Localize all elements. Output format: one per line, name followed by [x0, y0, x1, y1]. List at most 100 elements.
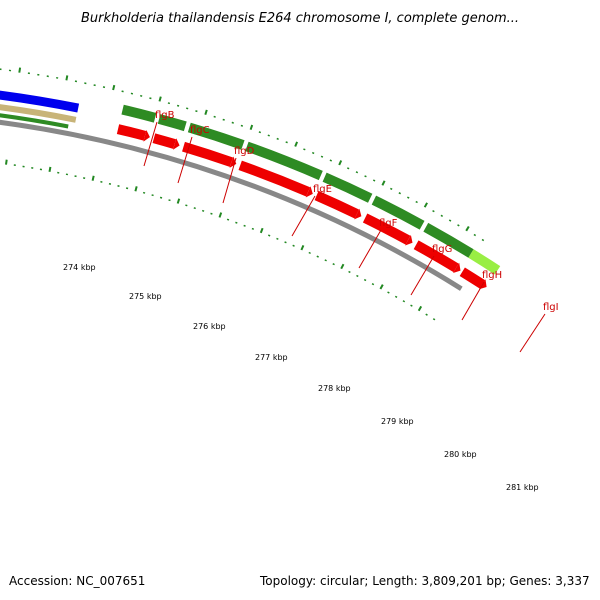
green-cds: [423, 222, 474, 258]
inner-tick-ring: [5, 159, 436, 321]
outer-tick: [329, 159, 333, 162]
scale-label: 277 kbp: [255, 353, 288, 362]
inner-tick: [210, 212, 213, 215]
gene-leader-line: [358, 229, 382, 269]
inner-tick: [235, 221, 238, 224]
outer-tick: [204, 109, 208, 115]
inner-tick: [387, 291, 390, 294]
outer-tick: [457, 224, 460, 227]
inner-tick: [340, 263, 345, 270]
gene-label-flgG: flgG: [432, 244, 452, 255]
inner-tick: [292, 244, 295, 247]
inner-tick: [410, 304, 413, 307]
outer-tick: [346, 167, 350, 170]
outer-tick: [372, 179, 376, 182]
outer-tick: [407, 196, 410, 199]
red-cds-arrowhead: [143, 130, 150, 142]
inner-tick: [226, 218, 230, 221]
scale-label: 281 kbp: [506, 483, 539, 492]
inner-tick: [324, 259, 327, 262]
feature-green-thin: [0, 113, 69, 129]
outer-tick: [381, 180, 386, 186]
gene-labels: flgB flgC flgD flgE flgF flgG flgH flgI: [143, 110, 559, 353]
inner-tick: [308, 251, 311, 255]
outer-tick: [258, 131, 262, 134]
red-cds: [459, 267, 486, 289]
inner-tick: [363, 278, 367, 282]
inner-tick: [91, 175, 95, 181]
inner-tick: [371, 283, 375, 286]
red-cds-arrowhead: [305, 186, 313, 198]
gene-label-flgD: flgD: [234, 146, 255, 157]
outer-tick: [432, 210, 435, 213]
red-cds-arrowhead: [354, 208, 362, 220]
inner-tick: [379, 284, 384, 290]
red-cds-arrowhead: [173, 138, 180, 150]
outer-tick: [448, 219, 452, 222]
inner-tick: [201, 209, 205, 212]
outer-tick: [112, 84, 116, 91]
outer-tick: [481, 238, 485, 242]
inner-tick: [432, 318, 436, 321]
inner-tick: [300, 245, 305, 251]
red-cds: [238, 160, 311, 197]
red-cds: [413, 240, 459, 273]
accession-text: Accession: NC_007651: [9, 574, 146, 588]
green-cds: [371, 195, 425, 230]
outer-tick: [285, 141, 288, 144]
outer-tick: [423, 202, 428, 208]
scale-label: 280 kbp: [444, 450, 477, 459]
outer-tick: [440, 214, 444, 218]
inner-tick: [284, 241, 287, 244]
scale-label: 276 kbp: [193, 322, 226, 331]
outer-tick: [338, 160, 343, 166]
lightgreen-cds: [468, 249, 501, 275]
feature-tracks: [0, 90, 501, 291]
gene-label-flgE: flgE: [313, 184, 332, 195]
gene-leader-line: [143, 121, 158, 167]
outer-tick: [276, 137, 279, 140]
inner-tick: [356, 274, 359, 278]
feature-blue: [0, 90, 80, 113]
outer-tick: [303, 148, 306, 151]
red-cds-arrowhead: [453, 262, 461, 273]
inner-tick: [5, 159, 8, 165]
outer-tick: [311, 151, 315, 155]
inner-tick: [348, 270, 351, 274]
inner-tick: [316, 255, 319, 258]
gene-label-flgF: flgF: [379, 218, 398, 229]
inner-tick: [193, 207, 196, 210]
inner-tick: [267, 234, 271, 237]
inner-tick: [218, 212, 223, 218]
gene-label-flgH: flgH: [482, 270, 502, 281]
outer-tick: [231, 121, 234, 124]
inner-tick: [243, 224, 246, 227]
inner-tick: [394, 295, 398, 298]
inner-tick: [176, 198, 181, 204]
outer-tick: [364, 175, 367, 178]
gene-leader-line: [461, 281, 485, 321]
inner-tick: [402, 300, 406, 303]
red-cds: [314, 190, 359, 219]
green-cds: [245, 141, 323, 181]
red-cds: [116, 124, 147, 141]
inner-tick: [276, 237, 279, 240]
outer-tick: [355, 171, 359, 174]
feature-tan: [0, 104, 77, 123]
outer-tick: [158, 96, 162, 102]
green-cds: [157, 114, 187, 132]
red-cds-arrowhead: [405, 235, 413, 246]
outer-tick: [240, 124, 244, 127]
outer-tick: [390, 187, 393, 191]
inner-tick: [251, 227, 255, 230]
inner-tick: [159, 196, 163, 199]
red-cds-arrowhead: [229, 156, 237, 168]
backbone-line: [0, 119, 463, 291]
outer-tick: [294, 141, 299, 147]
scale-label: 275 kbp: [129, 292, 162, 301]
outer-tick: [267, 134, 270, 137]
outer-tick: [213, 115, 216, 118]
inner-tick: [185, 204, 188, 207]
red-cds: [182, 141, 234, 167]
